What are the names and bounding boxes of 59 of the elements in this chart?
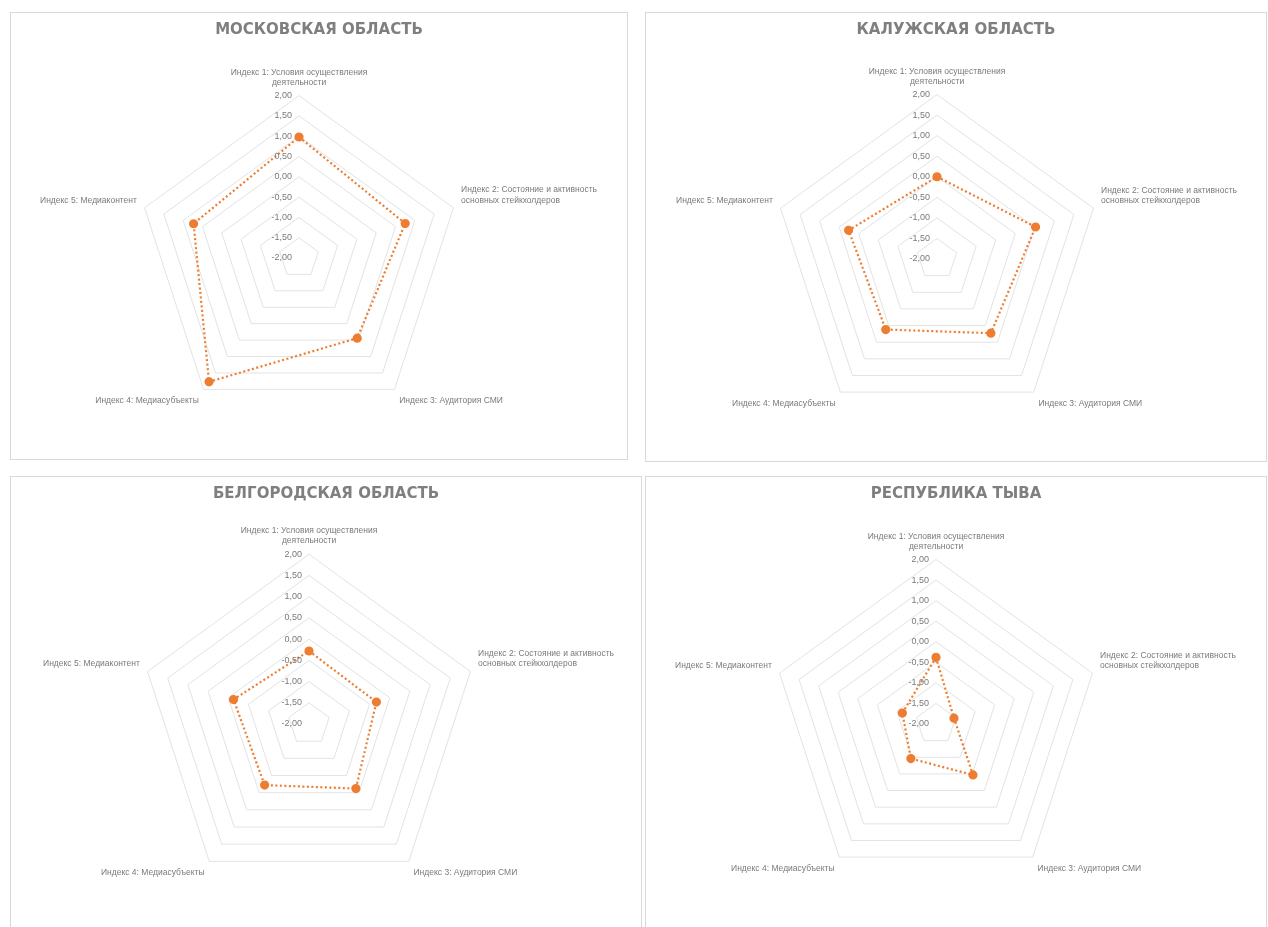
spoke-label: Индекс 1: Условия осуществления деятельности (240, 525, 378, 546)
spoke-label: Индекс 3: Аудитория СМИ (1037, 863, 1142, 873)
y-tick-label: 0,50 (274, 150, 292, 161)
spoke-label: Индекс 2: Состояние и активность основных стейкхолдеров (1101, 184, 1238, 205)
spoke-label: Индекс 5: Медиаконтент (40, 194, 138, 205)
y-tick-label: -1,50 (271, 232, 292, 243)
y-tick-label: 0,50 (911, 615, 929, 626)
y-tick-label: -1,00 (909, 212, 930, 223)
spoke-label: Индекс 1: Условия осуществления деятельности (868, 65, 1006, 86)
y-tick-label: -0,50 (271, 191, 292, 202)
spoke-label: Индекс 4: Медиасубъекты (95, 395, 199, 406)
y-tick-label: -1,00 (908, 677, 929, 688)
spoke-label: Индекс 4: Медиасубъекты (100, 867, 205, 878)
chart-title: РЕСПУБЛИКА ТЫВА (870, 483, 1042, 502)
y-tick-label: 0,00 (911, 636, 929, 647)
chart-title: БЕЛГОРОДСКАЯ ОБЛАСТЬ (212, 483, 440, 502)
y-tick-label: -1,50 (908, 697, 929, 708)
y-tick-label: 0,00 (284, 633, 302, 644)
spoke-label: Индекс 2: Состояние и активность основных стейкхолдеров (478, 648, 615, 669)
y-tick-label: -1,50 (281, 697, 302, 708)
y-tick-label: 0,00 (912, 171, 930, 182)
y-tick-label: -1,50 (909, 232, 930, 243)
spoke-label: Индекс 4: Медиасубъекты (732, 398, 836, 408)
y-tick-label: 1,00 (912, 130, 930, 141)
y-tick-label: 0,50 (912, 150, 930, 161)
spoke-label: Индекс 3: Аудитория СМИ (399, 395, 503, 406)
spoke-label: Индекс 1: Условия осуществления деятельности (867, 530, 1005, 551)
spoke-label: Индекс 2: Состояние и активность основных стейкхолдеров (461, 184, 598, 205)
y-tick-label: 1,50 (911, 574, 929, 585)
y-tick-label: -2,00 (271, 252, 292, 263)
y-tick-label: 1,00 (911, 595, 929, 606)
spoke-label: Индекс 2: Состояние и активность основных стейкхолдеров (1100, 649, 1237, 670)
y-tick-label: 1,00 (284, 591, 302, 602)
y-tick-label: 0,00 (274, 171, 292, 182)
y-tick-label: 2,00 (274, 90, 292, 101)
y-tick-label: 1,50 (284, 569, 302, 580)
chart-title: МОСКОВСКАЯ ОБЛАСТЬ (215, 19, 423, 38)
y-tick-label: 0,50 (284, 612, 302, 623)
y-tick-label: 2,00 (911, 553, 929, 564)
chart-title: КАЛУЖСКАЯ ОБЛАСТЬ (856, 19, 1056, 38)
spoke-label: Индекс 3: Аудитория СМИ (413, 867, 518, 878)
y-tick-label: -2,00 (281, 718, 302, 729)
y-tick-label: -0,50 (909, 191, 930, 202)
spoke-label: Индекс 5: Медиаконтент (43, 658, 141, 669)
spoke-label: Индекс 4: Медиасубъекты (731, 863, 835, 873)
spoke-label: Индекс 1: Условия осуществления деятельности (230, 66, 368, 87)
y-tick-label: -0,50 (908, 656, 929, 667)
spoke-label: Индекс 5: Медиаконтент (675, 659, 773, 670)
y-tick-label: -1,00 (281, 676, 302, 687)
spoke-label: Индекс 5: Медиаконтент (676, 194, 774, 205)
y-tick-label: 1,50 (912, 109, 930, 120)
y-tick-label: -1,00 (271, 211, 292, 222)
spoke-label: Индекс 3: Аудитория СМИ (1038, 398, 1143, 408)
y-tick-label: 2,00 (284, 548, 302, 559)
y-tick-label: -2,00 (909, 253, 930, 264)
y-tick-label: -2,00 (908, 718, 929, 729)
y-tick-label: 1,50 (274, 110, 292, 121)
y-tick-label: 1,00 (274, 130, 292, 141)
y-tick-label: 2,00 (912, 88, 930, 99)
